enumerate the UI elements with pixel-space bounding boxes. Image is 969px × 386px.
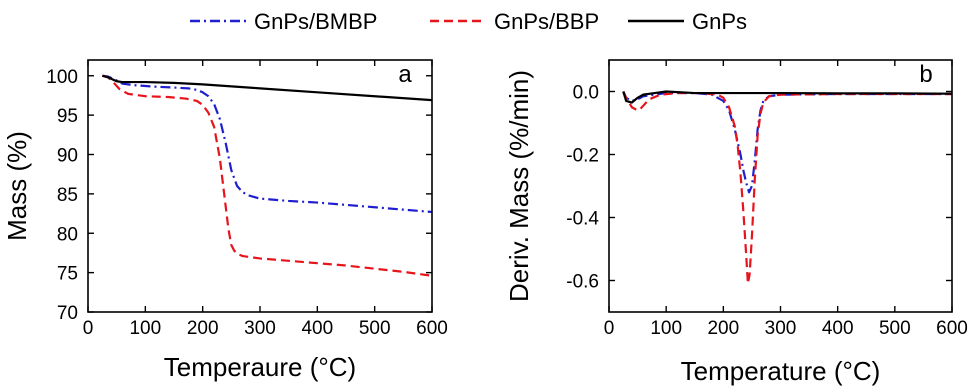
panel-a-series-gnps-bbp: [102, 74, 432, 277]
panel-b-x-axis-title: Temperature (°C): [681, 356, 881, 386]
panel-b-y-axis-title: Deriv. Mass (%/min): [504, 70, 534, 302]
panel-b-xtick-label-5: 500: [879, 318, 911, 339]
panel-b-series-gnps-bbp: [622, 91, 952, 285]
panel-a-ytick-label-6: 100: [46, 67, 78, 88]
panel-b-xtick-label-4: 400: [822, 318, 854, 339]
panel-a-ytick-label-3: 85: [57, 185, 78, 206]
panel-b-frame: [608, 59, 953, 313]
panel-b-ytick-label-2: -0.2: [566, 146, 599, 167]
panel-a-x-axis-title: Temperaure (°C): [164, 352, 356, 382]
legend-label-0: GnPs/BMBP: [254, 9, 377, 34]
panel-b-series-gnps: [622, 90, 952, 104]
legend: GnPs/BMBP GnPs/BBP GnPs: [190, 9, 747, 34]
panel-b-ytick-label-3: 0.0: [573, 83, 599, 104]
panel-b-xtick-label-2: 200: [707, 318, 739, 339]
panel-a-xtick-label-5: 500: [359, 318, 391, 339]
panel-b-chart: 0 100 200 300 400 500 600 -0.6 -0.4 -0.2 0.0 Temper…: [504, 59, 968, 386]
panel-a-y-axis-title: Mass (%): [2, 131, 32, 241]
panel-a-xtick-label-4: 400: [301, 318, 333, 339]
panel-a-series-gnps: [102, 74, 432, 102]
panel-a-xtick-label-6: 600: [416, 318, 448, 339]
panel-a-xtick-label-0: 0: [83, 318, 94, 339]
panel-a-letter: a: [398, 61, 412, 88]
panel-a-chart: 0 100 200 300 400 500 600707580859095100Temper…: [2, 59, 448, 382]
panel-a-ytick-label-2: 80: [57, 224, 78, 245]
panel-b-xtick-label-1: 100: [650, 318, 682, 339]
panel-a-xtick-label-2: 200: [187, 318, 219, 339]
panel-a-xtick-label-1: 100: [129, 318, 161, 339]
panel-b-xtick-label-6: 600: [936, 318, 968, 339]
panel-b-letter: b: [919, 61, 932, 88]
panel-a-ytick-label-1: 75: [57, 264, 78, 285]
panel-b-ytick-label-1: -0.4: [566, 209, 599, 230]
panel-b-xtick-label-0: 0: [604, 318, 615, 339]
panel-b-series-gnps-bmbp: [622, 91, 952, 194]
panel-a-ytick-label-0: 70: [57, 303, 78, 324]
legend-label-2: GnPs: [692, 9, 747, 34]
panel-b-ytick-label-0: -0.6: [566, 272, 599, 293]
panel-a-ytick-label-4: 90: [57, 146, 78, 167]
panel-a-ytick-label-5: 95: [57, 106, 78, 127]
panel-a-xtick-label-3: 300: [244, 318, 276, 339]
panel-a-frame: [87, 59, 433, 313]
legend-label-1: GnPs/BBP: [494, 9, 599, 34]
panel-a-series-gnps-bmbp: [102, 74, 432, 214]
panel-b-xtick-label-3: 300: [765, 318, 797, 339]
